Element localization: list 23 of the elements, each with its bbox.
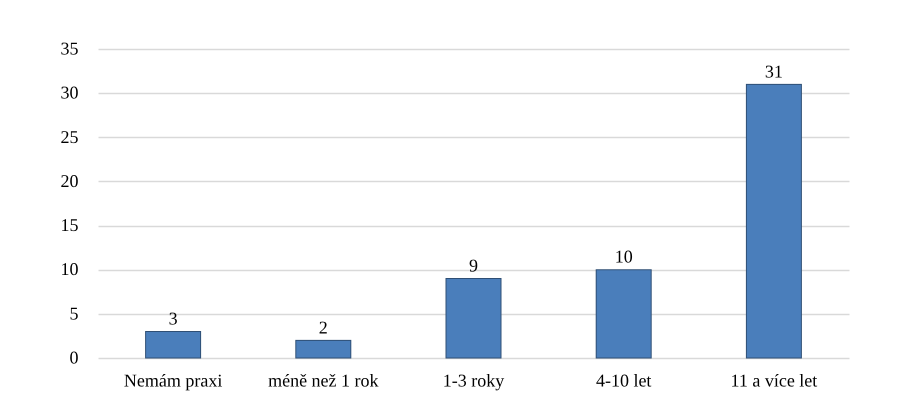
bar [446,278,502,358]
y-tick-label: 35 [60,38,78,58]
y-tick-label: 10 [60,259,78,280]
y-tick-label: 25 [60,126,78,147]
data-label: 3 [168,308,178,329]
bar [596,269,652,358]
x-tick-label: méně než 1 rok [268,370,379,390]
bar [295,340,352,358]
data-label: 31 [764,61,783,82]
x-tick-label: 11 a více let [730,370,818,390]
x-tick-label: 4-10 let [596,370,652,390]
bar [746,84,802,358]
y-tick-label: 5 [70,303,78,324]
y-tick-label: 30 [60,82,78,103]
y-tick-label: 20 [60,170,78,191]
x-tick-label: 1-3 roky [442,370,504,390]
data-label: 2 [318,317,328,338]
data-label: 10 [614,246,633,267]
bar [145,331,202,358]
x-tick-label: Nemám praxi [124,370,222,390]
data-label: 9 [469,256,478,276]
y-tick-label: 0 [70,348,78,368]
y-tick-label: 15 [60,215,78,236]
